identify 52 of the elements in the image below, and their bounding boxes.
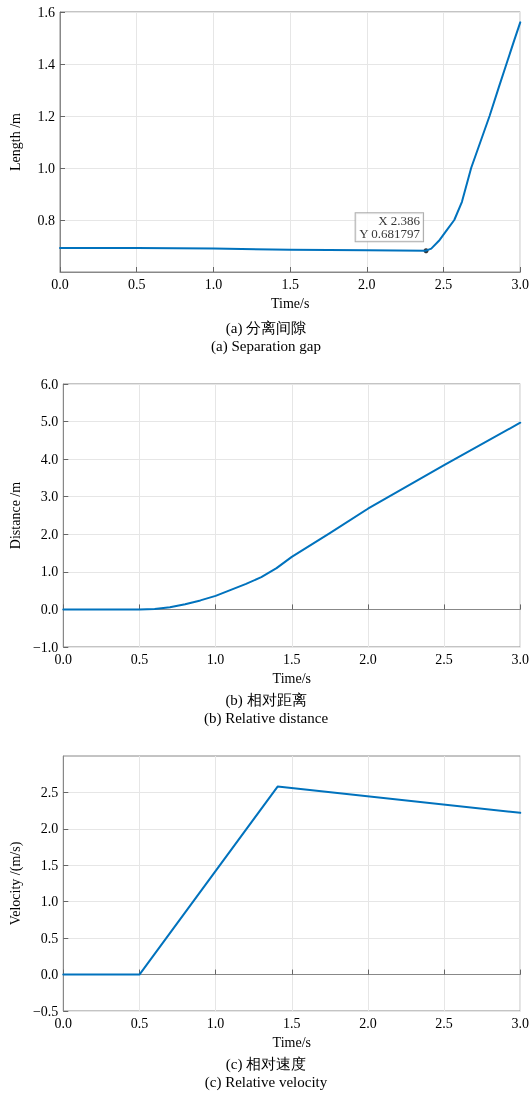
x-tick-label: 3.0 — [511, 651, 529, 667]
y-tick-label: 5.0 — [40, 414, 59, 430]
x-tick-label: 1.5 — [281, 276, 299, 292]
x-tick-label: 2.0 — [359, 1015, 377, 1031]
x-tick-label: 2.5 — [435, 651, 453, 667]
x-tick-label: 1.5 — [283, 1015, 301, 1031]
x-tick-label: 2.0 — [359, 651, 377, 667]
text: (b) 相对距离 — [225, 691, 307, 709]
x-axis-title: Time/s — [272, 670, 311, 686]
y-tick-label: 1.0 — [37, 160, 55, 176]
y-tick-label: 3.0 — [40, 489, 59, 505]
x-tick-label: 3.0 — [511, 1015, 529, 1031]
x-axis-title: Time/s — [272, 1034, 311, 1050]
x-tick-label: 0.5 — [130, 651, 149, 667]
line-series — [62, 421, 522, 611]
line-series — [59, 21, 522, 252]
x-axis-title: Time/s — [270, 295, 310, 311]
annotation: X 2.386 Y 0.681797 — [359, 213, 421, 242]
x-tick-label: 2.5 — [434, 276, 453, 292]
y-axis-title: Length /m — [7, 112, 23, 171]
x-tick-label: 2.5 — [435, 1015, 453, 1031]
y-tick-label: 0.5 — [40, 930, 59, 946]
text: (c) Relative velocity — [204, 1073, 328, 1091]
x-tick-label: 0.5 — [127, 276, 146, 292]
x-tick-label: 1.0 — [206, 1015, 225, 1031]
y-tick-label: 0.0 — [40, 601, 59, 617]
y-axis-title: Velocity /(m/s) — [7, 841, 24, 926]
text: (b) Relative distance — [203, 709, 329, 727]
x-tick-label: 0.0 — [51, 276, 69, 292]
x-tick-label: 0.5 — [130, 1015, 149, 1031]
x-tick-label: 1.0 — [206, 651, 225, 667]
y-tick-label: 2.0 — [40, 526, 59, 542]
y-tick-label: 4.0 — [40, 451, 59, 467]
y-tick-label: 0.8 — [37, 212, 55, 228]
y-tick-label: 1.2 — [37, 108, 55, 124]
y-tick-label: 2.0 — [40, 821, 59, 837]
y-tick-label: 1.4 — [37, 56, 55, 72]
x-tick-label: 1.5 — [283, 651, 301, 667]
y-tick-label: 1.0 — [40, 564, 59, 580]
y-axis-title: Distance /m — [7, 481, 23, 550]
y-tick-label: 0.0 — [40, 967, 59, 983]
text: (a) Separation gap — [211, 337, 321, 355]
text: (c) 相对速度 — [225, 1055, 307, 1073]
y-tick-label: 6.0 — [40, 376, 59, 392]
x-tick-label: 3.0 — [511, 276, 529, 292]
x-tick-label: 1.0 — [204, 276, 223, 292]
text: (a) 分离间隙 — [225, 319, 307, 337]
y-tick-label: 2.5 — [40, 784, 59, 800]
y-tick-label: 1.6 — [37, 4, 55, 20]
x-tick-label: 2.0 — [358, 276, 376, 292]
y-tick-label: 1.5 — [40, 857, 59, 873]
y-tick-label: 1.0 — [40, 894, 59, 910]
